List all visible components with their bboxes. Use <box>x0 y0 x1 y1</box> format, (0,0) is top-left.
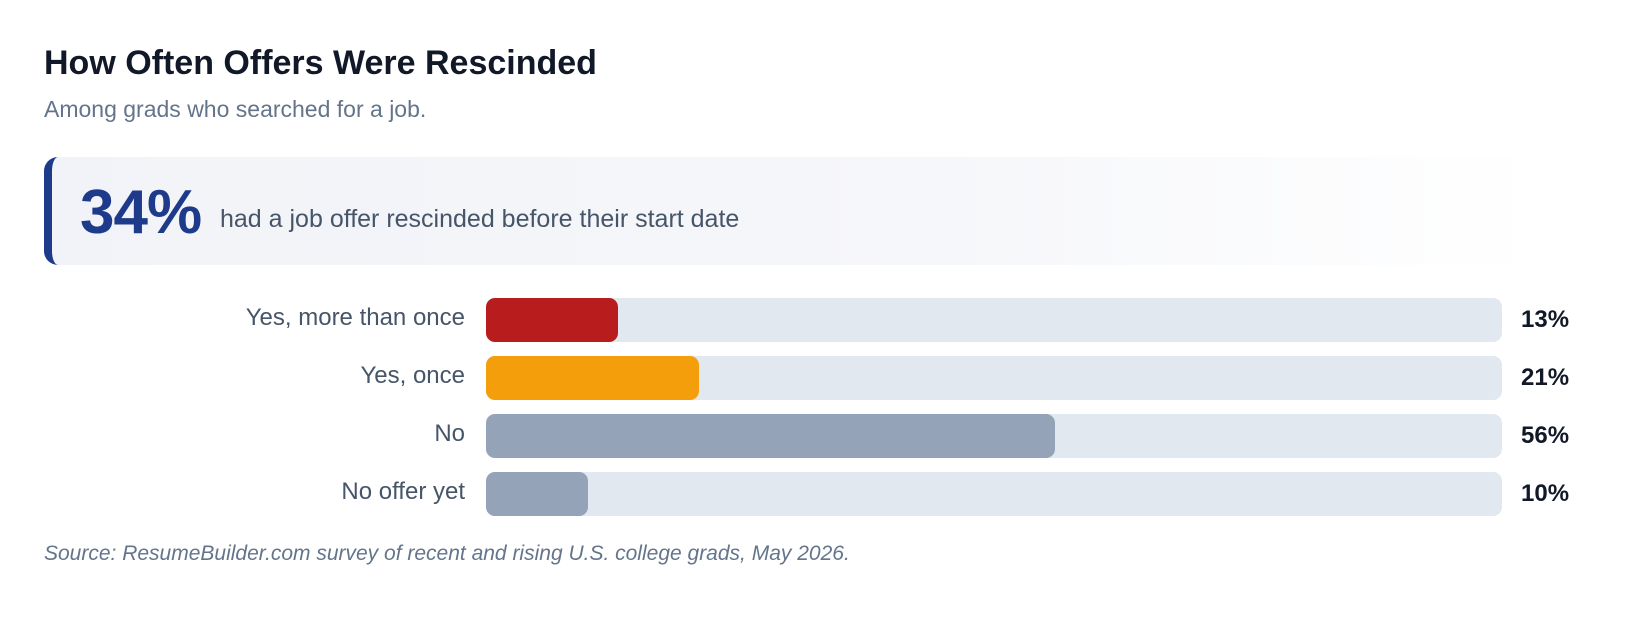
bar-row: No 56% <box>0 414 1648 458</box>
bar-value-label: 13% <box>1521 306 1570 333</box>
chart-title: How Often Offers Were Rescinded <box>44 44 597 82</box>
bar-value-label: 21% <box>1521 364 1570 391</box>
bar-track <box>486 298 1502 342</box>
callout-value: 34% <box>80 178 202 247</box>
bar-track <box>486 356 1502 400</box>
bar-track <box>486 414 1502 458</box>
bar-value-label: 10% <box>1521 480 1570 507</box>
bar-category-label: No <box>434 420 465 447</box>
bar-value-label: 56% <box>1521 422 1570 449</box>
callout-text: had a job offer rescinded before their s… <box>220 205 740 233</box>
stat-callout: 34% had a job offer rescinded before the… <box>44 157 1544 265</box>
bar <box>486 414 1055 458</box>
source-note: Source: ResumeBuilder.com survey of rece… <box>44 542 850 565</box>
bar-row: Yes, once 21% <box>0 356 1648 400</box>
bar-category-label: No offer yet <box>341 478 465 505</box>
bar <box>486 472 588 516</box>
bar-track <box>486 472 1502 516</box>
chart-subtitle: Among grads who searched for a job. <box>44 96 427 122</box>
bar-row: Yes, more than once 13% <box>0 298 1648 342</box>
bar-category-label: Yes, once <box>360 362 465 389</box>
bar-category-label: Yes, more than once <box>245 304 465 331</box>
bar-row: No offer yet 10% <box>0 472 1648 516</box>
bar <box>486 356 699 400</box>
bar <box>486 298 618 342</box>
